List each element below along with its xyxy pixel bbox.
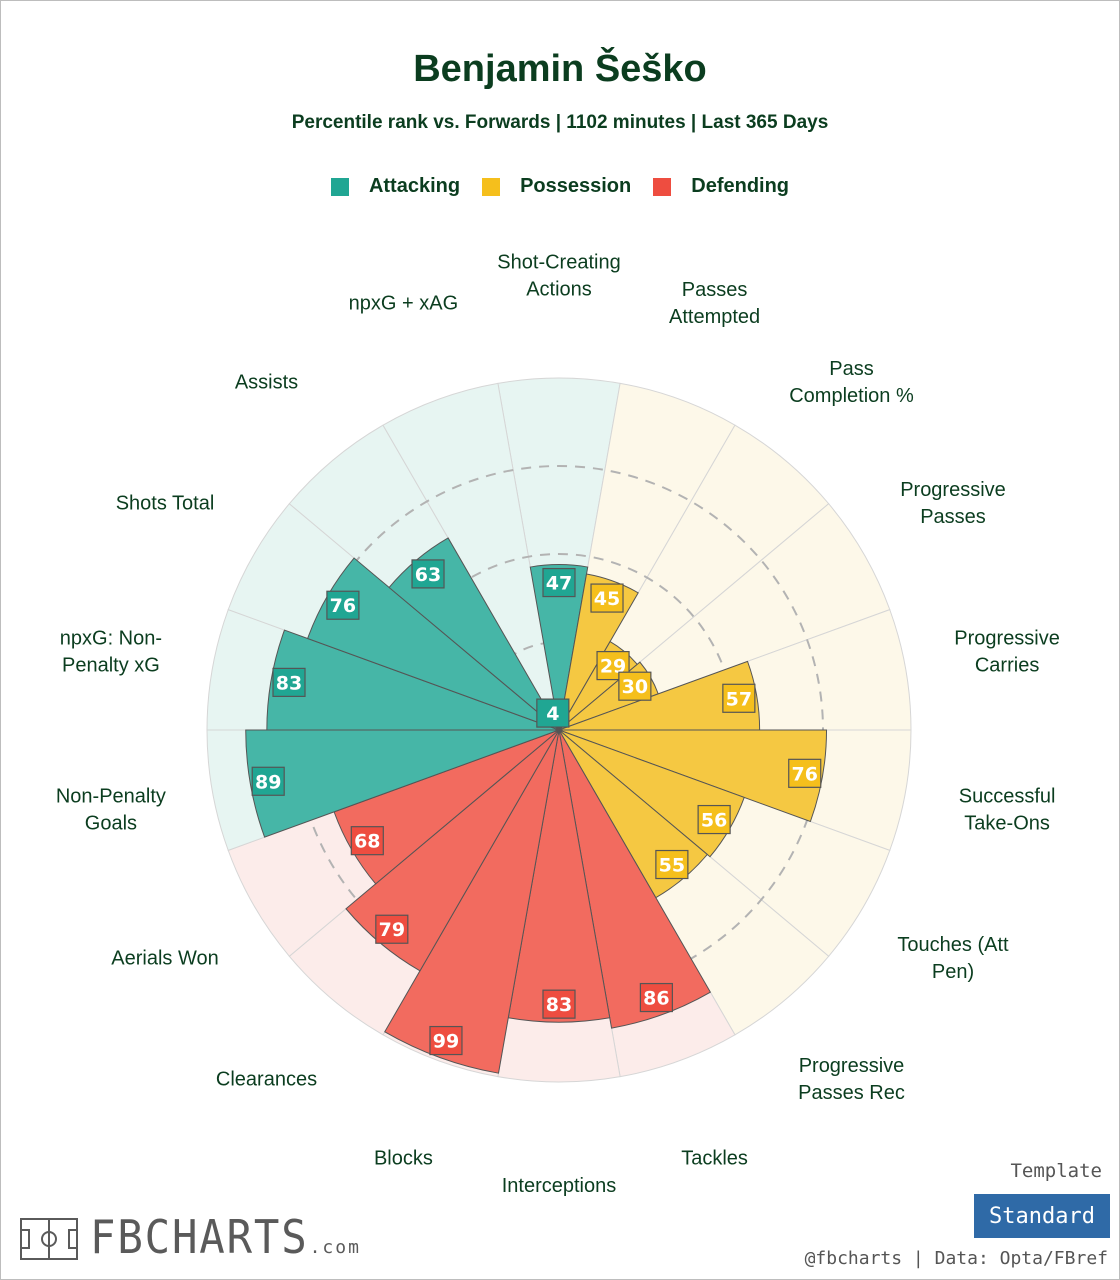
axis-label-tackles: Tackles <box>681 1148 748 1170</box>
value-label-blocks: 99 <box>433 1031 459 1053</box>
data-credit: @fbcharts | Data: Opta/FBref <box>804 1248 1108 1269</box>
axis-label-successful-take-ons: Successful Take-Ons <box>959 786 1056 835</box>
value-box-touches-att-pen <box>697 804 731 835</box>
bg-sector-npxg-xag <box>382 382 560 731</box>
value-box-tackles <box>639 982 673 1013</box>
bar-non-penalty-goals <box>245 729 560 838</box>
value-label-interceptions: 83 <box>546 994 572 1016</box>
template-select-button[interactable]: Standard <box>974 1194 1110 1238</box>
value-label-aerials-won: 68 <box>354 831 380 853</box>
axis-label-touches-att-pen: Touches (Att Pen) <box>897 934 1009 983</box>
axis-label-non-penalty-goals: Non-Penalty Goals <box>56 786 166 835</box>
value-box-assists <box>411 559 445 589</box>
value-label-touches-att-pen: 56 <box>701 810 727 832</box>
value-box-blocks <box>429 1025 463 1056</box>
legend-item-defending: Defending <box>653 175 789 198</box>
axis-label-shots-total: Shots Total <box>116 493 215 515</box>
bar-successful-take-ons <box>558 729 828 823</box>
legend-item-possession: Possession <box>482 175 631 198</box>
legend-label-defending: Defending <box>691 175 790 197</box>
axis-label-progressive-passes: Progressive Passes <box>900 479 1006 528</box>
value-label-successful-take-ons: 76 <box>792 763 818 785</box>
bar-tackles <box>558 729 712 1029</box>
value-box-progressive-passes <box>618 671 652 701</box>
axis-label-shot-creating-actions: Shot-Creating Actions <box>497 252 620 301</box>
logo-suffix: .com <box>309 1237 361 1258</box>
value-label-shot-creating-actions: 47 <box>546 573 572 595</box>
value-box-pass-completion <box>596 650 630 681</box>
value-box-interceptions <box>542 989 576 1019</box>
legend-label-attacking: Attacking <box>368 175 461 197</box>
value-label-progressive-passes: 30 <box>622 676 648 698</box>
page-title: Benjamin Šeško <box>413 48 707 90</box>
axis-label-interceptions: Interceptions <box>502 1175 617 1197</box>
value-box-shots-total <box>326 590 360 620</box>
value-box-non-penalty-goals <box>251 766 285 796</box>
soccer-pitch-icon <box>20 1218 78 1260</box>
bar-npxg-non-penalty-xg <box>266 629 560 731</box>
value-label-progressive-passes-rec: 55 <box>659 855 685 877</box>
value-label-clearances: 79 <box>379 919 405 941</box>
axis-label-npxg-xag: npxG + xAG <box>349 292 459 314</box>
value-box-passes-attempted <box>590 583 624 613</box>
legend: Attacking Possession Defending <box>0 175 1120 198</box>
value-box-progressive-carries <box>722 683 756 713</box>
value-label-non-penalty-goals: 89 <box>255 771 281 793</box>
legend-swatch-defending <box>653 177 672 196</box>
bar-blocks <box>384 729 560 1074</box>
value-label-passes-attempted: 45 <box>594 588 620 610</box>
logo-wordmark: FBCHARTS <box>90 1210 309 1264</box>
axis-label-npxg-non-penalty-xg: npxG: Non-Penalty xG <box>60 628 162 677</box>
axis-label-progressive-passes-rec: Progressive Passes Rec <box>798 1055 905 1104</box>
legend-swatch-attacking <box>330 177 349 196</box>
value-box-progressive-passes-rec <box>655 849 689 880</box>
value-label-tackles: 86 <box>643 988 669 1010</box>
template-label: Template <box>1010 1160 1102 1182</box>
legend-swatch-possession <box>482 177 501 196</box>
bar-shot-creating-actions <box>529 564 589 731</box>
value-box-npxg-non-penalty-xg <box>272 667 306 697</box>
value-box-successful-take-ons <box>788 758 822 788</box>
legend-label-possession: Possession <box>520 175 632 197</box>
axis-label-assists: Assists <box>235 371 298 393</box>
value-label-npxg-xag: 4 <box>546 703 559 725</box>
value-box-aerials-won <box>350 826 384 856</box>
axis-label-passes-attempted: Passes Attempted <box>669 279 760 328</box>
axis-label-aerials-won: Aerials Won <box>111 948 218 970</box>
value-label-npxg-non-penalty-xg: 83 <box>276 672 302 694</box>
value-box-clearances <box>375 914 409 944</box>
value-label-assists: 63 <box>415 564 441 586</box>
axis-label-clearances: Clearances <box>216 1069 317 1091</box>
page-subtitle: Percentile rank vs. Forwards | 1102 minu… <box>291 112 829 133</box>
axis-label-progressive-carries: Progressive Carries <box>954 628 1060 677</box>
fbcharts-logo: FBCHARTS .com <box>20 1214 361 1260</box>
value-label-shots-total: 76 <box>330 595 356 617</box>
axis-label-pass-completion: Pass Completion % <box>789 358 914 407</box>
value-box-npxg-xag <box>536 698 570 728</box>
legend-item-attacking: Attacking <box>330 175 461 198</box>
axis-label-blocks: Blocks <box>374 1148 433 1170</box>
value-box-shot-creating-actions <box>542 567 576 598</box>
value-label-progressive-carries: 57 <box>726 688 752 710</box>
